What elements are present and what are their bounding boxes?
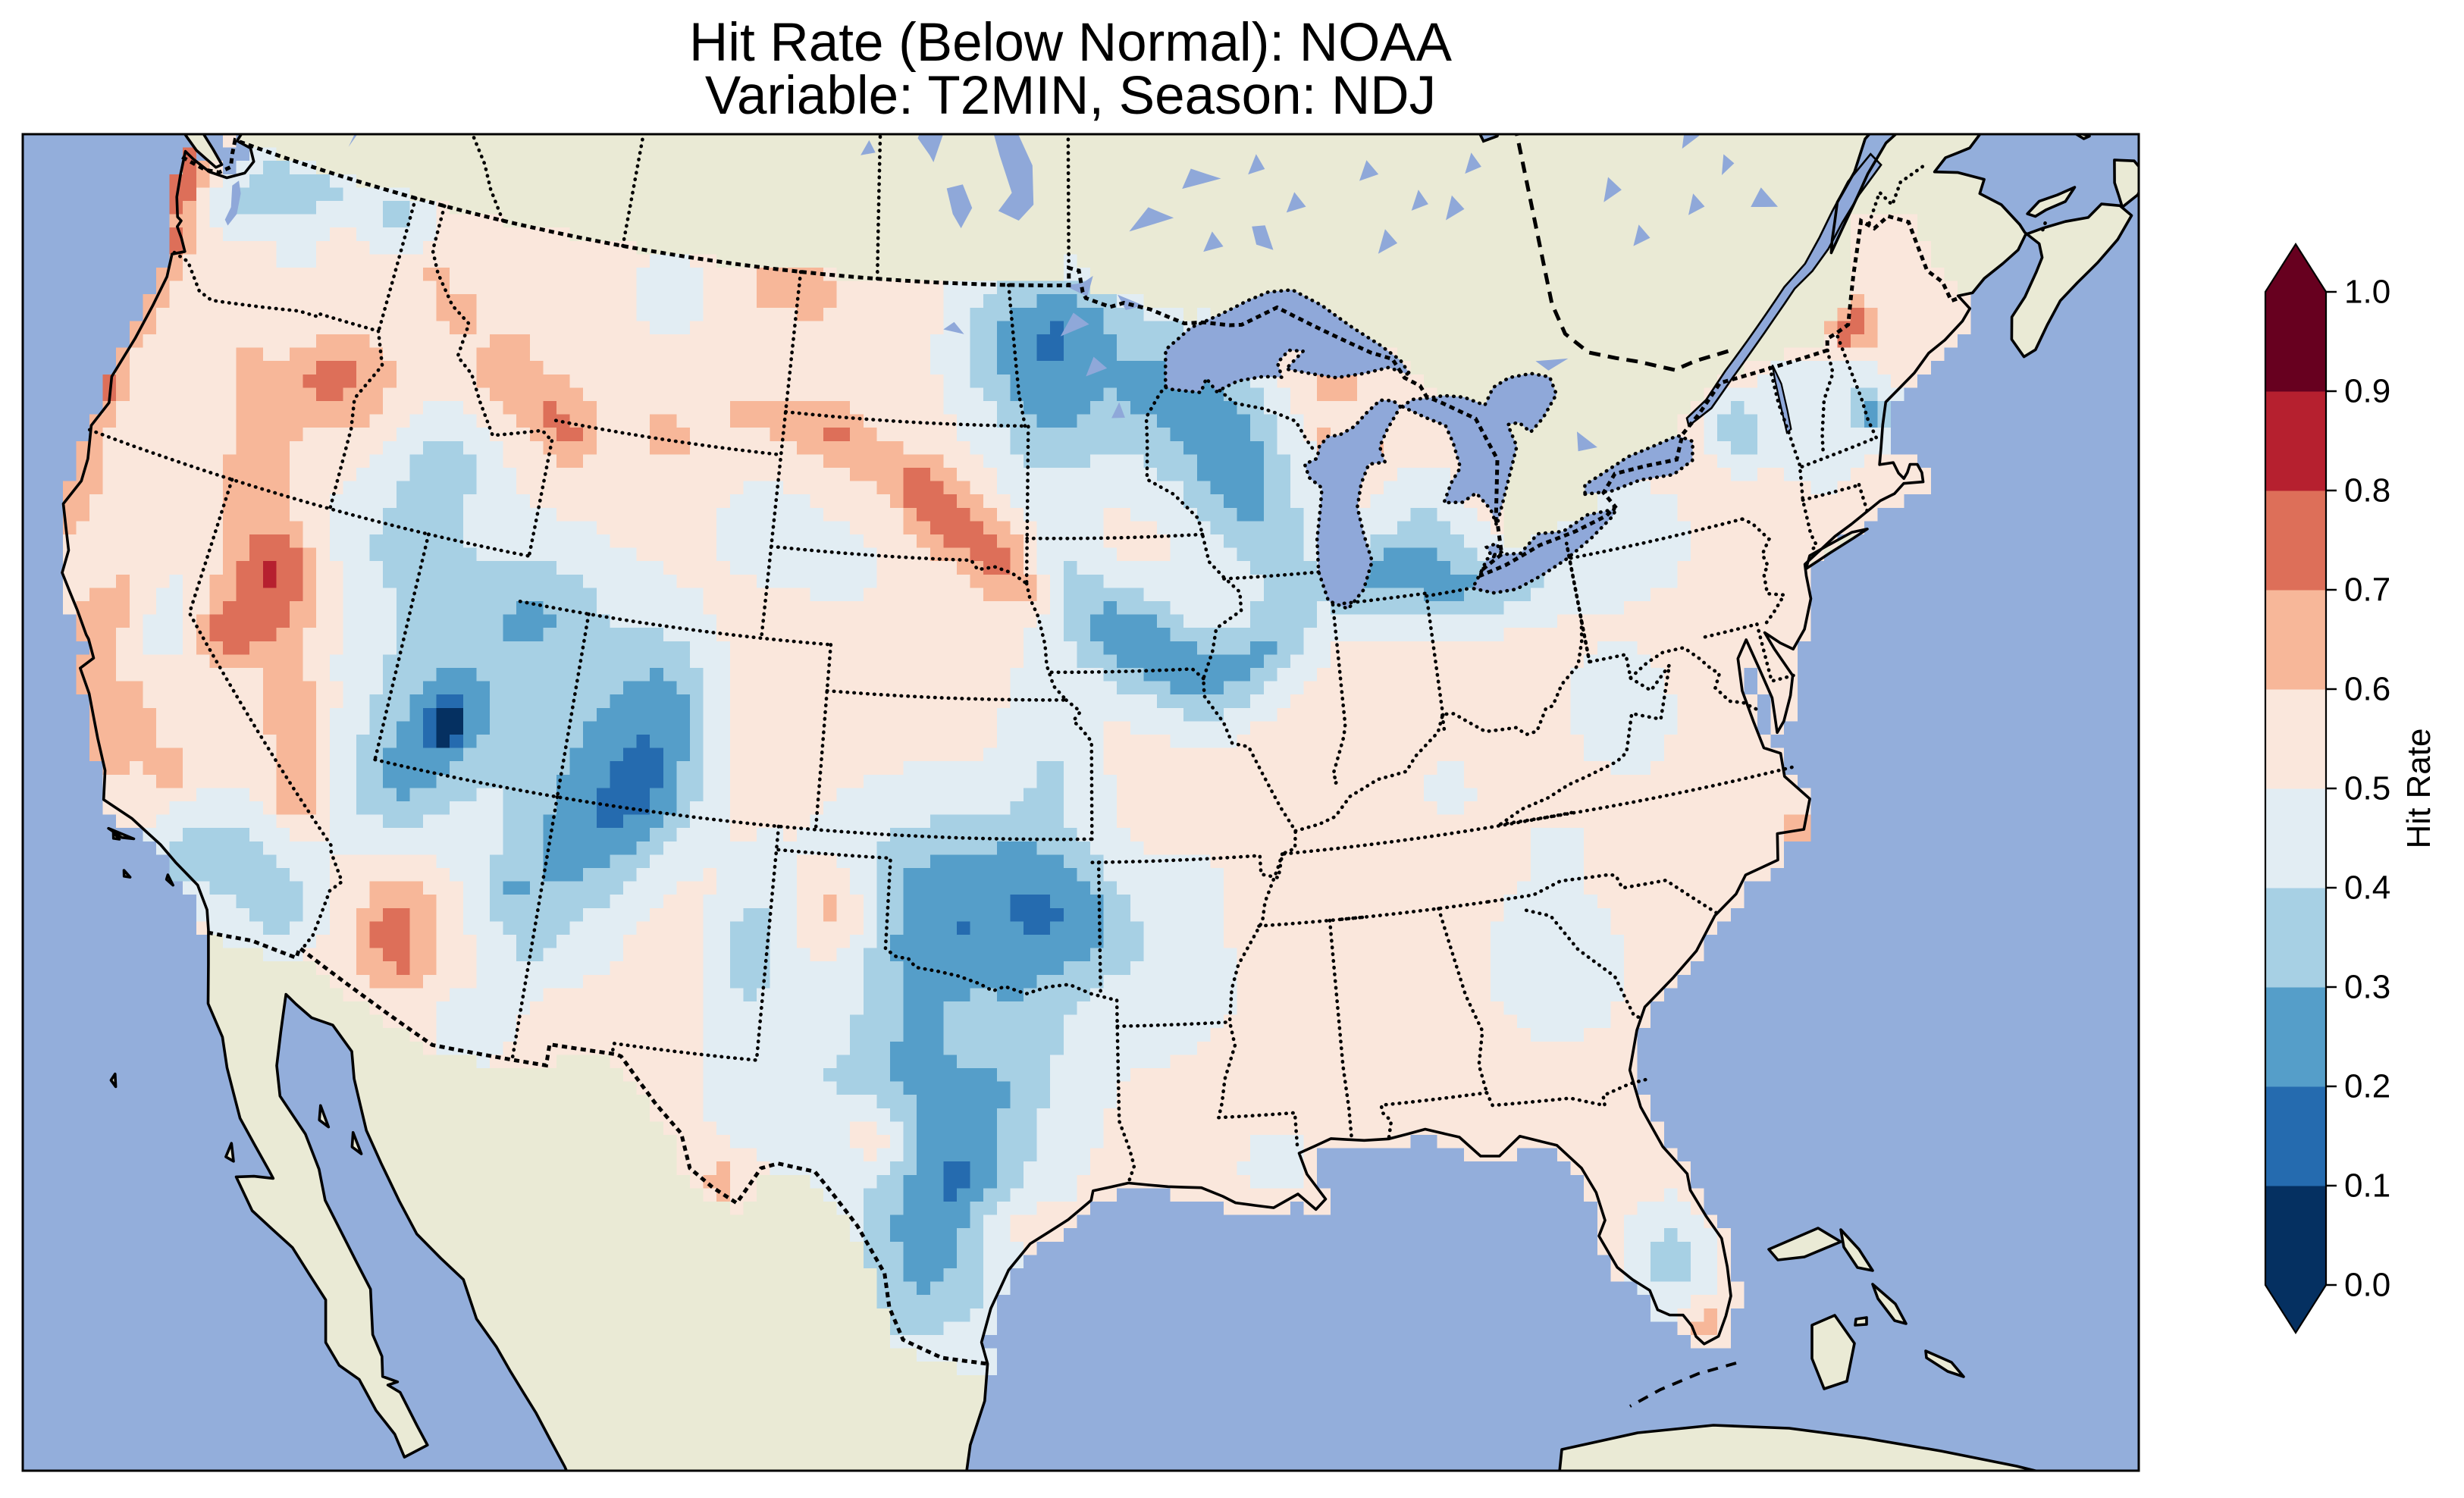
svg-text:0.6: 0.6	[2344, 671, 2390, 708]
svg-text:0.1: 0.1	[2344, 1167, 2390, 1205]
svg-text:0.0: 0.0	[2344, 1267, 2390, 1304]
svg-text:Variable: T2MIN, Season: NDJ: Variable: T2MIN, Season: NDJ	[705, 66, 1436, 126]
svg-text:0.8: 0.8	[2344, 472, 2390, 509]
svg-text:Hit Rate (Below Normal): NOAA: Hit Rate (Below Normal): NOAA	[689, 13, 1453, 73]
svg-text:0.7: 0.7	[2344, 572, 2390, 609]
svg-text:0.2: 0.2	[2344, 1068, 2390, 1105]
svg-text:0.9: 0.9	[2344, 373, 2390, 410]
svg-text:0.4: 0.4	[2344, 870, 2390, 907]
svg-text:Hit Rate: Hit Rate	[2400, 729, 2437, 849]
svg-text:0.5: 0.5	[2344, 770, 2390, 807]
svg-text:1.0: 1.0	[2344, 274, 2390, 311]
svg-text:0.3: 0.3	[2344, 969, 2390, 1006]
